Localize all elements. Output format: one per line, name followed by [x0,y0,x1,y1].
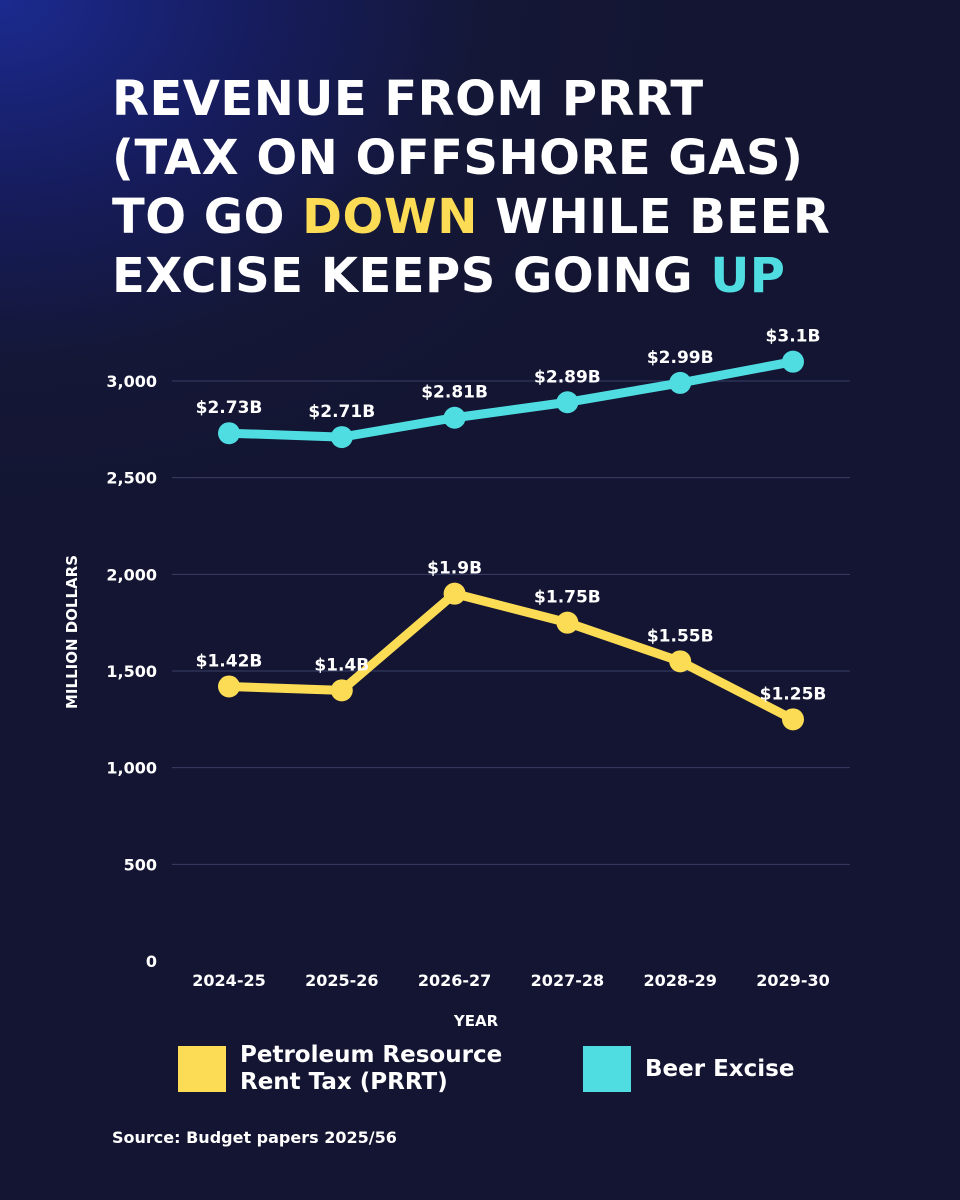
legend-item-beer: Beer Excise [583,1046,794,1092]
data-point [556,611,579,634]
x-axis-title: YEAR [453,1012,499,1030]
title-line-2: (TAX ON OFFSHORE GAS) [112,130,804,186]
title-line-4: EXCISE KEEPS GOING UP [112,247,912,306]
data-point [330,679,353,702]
data-label-layer: $2.73B $2.71B $2.81B $2.89B $2.99B $3.1B $1.42… [196,327,827,705]
y-tick-label: 2,500 [106,469,157,488]
grid-layer [172,380,850,865]
data-label: $1.4B [314,655,369,675]
data-point [669,371,692,394]
title-line-3-pre: TO GO [112,189,303,245]
y-tick-label: 0 [146,952,157,971]
series-layer [218,350,804,731]
data-point [782,350,804,373]
title-line-3-post: WHILE BEER [477,189,831,245]
y-tick-label: 3,000 [106,372,157,391]
series-line [224,357,798,442]
data-label: $1.75B [534,588,601,608]
data-label: $1.42B [196,651,263,671]
data-point [443,406,466,429]
x-tick-label: 2027-28 [531,971,604,990]
y-tick-labels: 0 500 1,000 1,500 2,000 2,500 3,000 [106,372,157,971]
y-tick-label: 1,000 [106,759,157,778]
y-axis-title: MILLION DOLLARS [63,555,81,709]
legend-label-prrt: Petroleum Resource Rent Tax (PRRT) [240,1042,503,1095]
y-tick-label: 2,000 [106,565,157,584]
data-label: $3.1B [766,327,821,347]
data-point [669,650,692,673]
data-label: $2.71B [308,402,375,422]
legend: Petroleum Resource Rent Tax (PRRT) Beer … [0,1042,960,1112]
x-tick-label: 2025-26 [305,971,378,990]
source-note: Source: Budget papers 2025/56 [112,1128,397,1147]
chart-title: REVENUE FROM PRRT (TAX ON OFFSHORE GAS) … [112,70,912,306]
legend-label-beer: Beer Excise [645,1056,795,1082]
series-line [224,589,798,724]
data-label: $1.25B [760,684,827,704]
legend-swatch-beer [583,1046,631,1092]
title-highlight-down: DOWN [302,189,478,245]
data-label: $2.99B [647,348,714,368]
title-highlight-up: UP [710,248,786,304]
x-tick-label: 2028-29 [643,971,716,990]
data-point [556,391,579,414]
legend-swatch-prrt [178,1046,226,1092]
y-tick-label: 1,500 [106,662,157,681]
legend-item-prrt: Petroleum Resource Rent Tax (PRRT) [178,1042,502,1096]
data-point [218,422,240,445]
x-tick-label: 2029-30 [756,971,829,990]
title-line-3: TO GO DOWN WHILE BEER [112,188,912,247]
data-label: $2.81B [421,383,488,403]
title-line-4-pre: EXCISE KEEPS GOING [112,248,711,304]
data-label: $2.73B [196,398,263,418]
data-label: $1.55B [647,626,714,646]
x-tick-label: 2026-27 [418,971,491,990]
data-point [218,675,240,698]
data-point [443,582,466,605]
data-label: $2.89B [534,367,601,387]
data-point [330,426,353,449]
y-tick-label: 500 [124,855,157,874]
data-label: $1.9B [427,559,482,579]
x-tick-labels: 2024-25 2025-26 2026-27 2027-28 2028-29 2029-… [192,971,829,990]
x-tick-label: 2024-25 [192,971,265,990]
title-line-1: REVENUE FROM PRRT [112,71,704,127]
data-point [782,708,804,731]
